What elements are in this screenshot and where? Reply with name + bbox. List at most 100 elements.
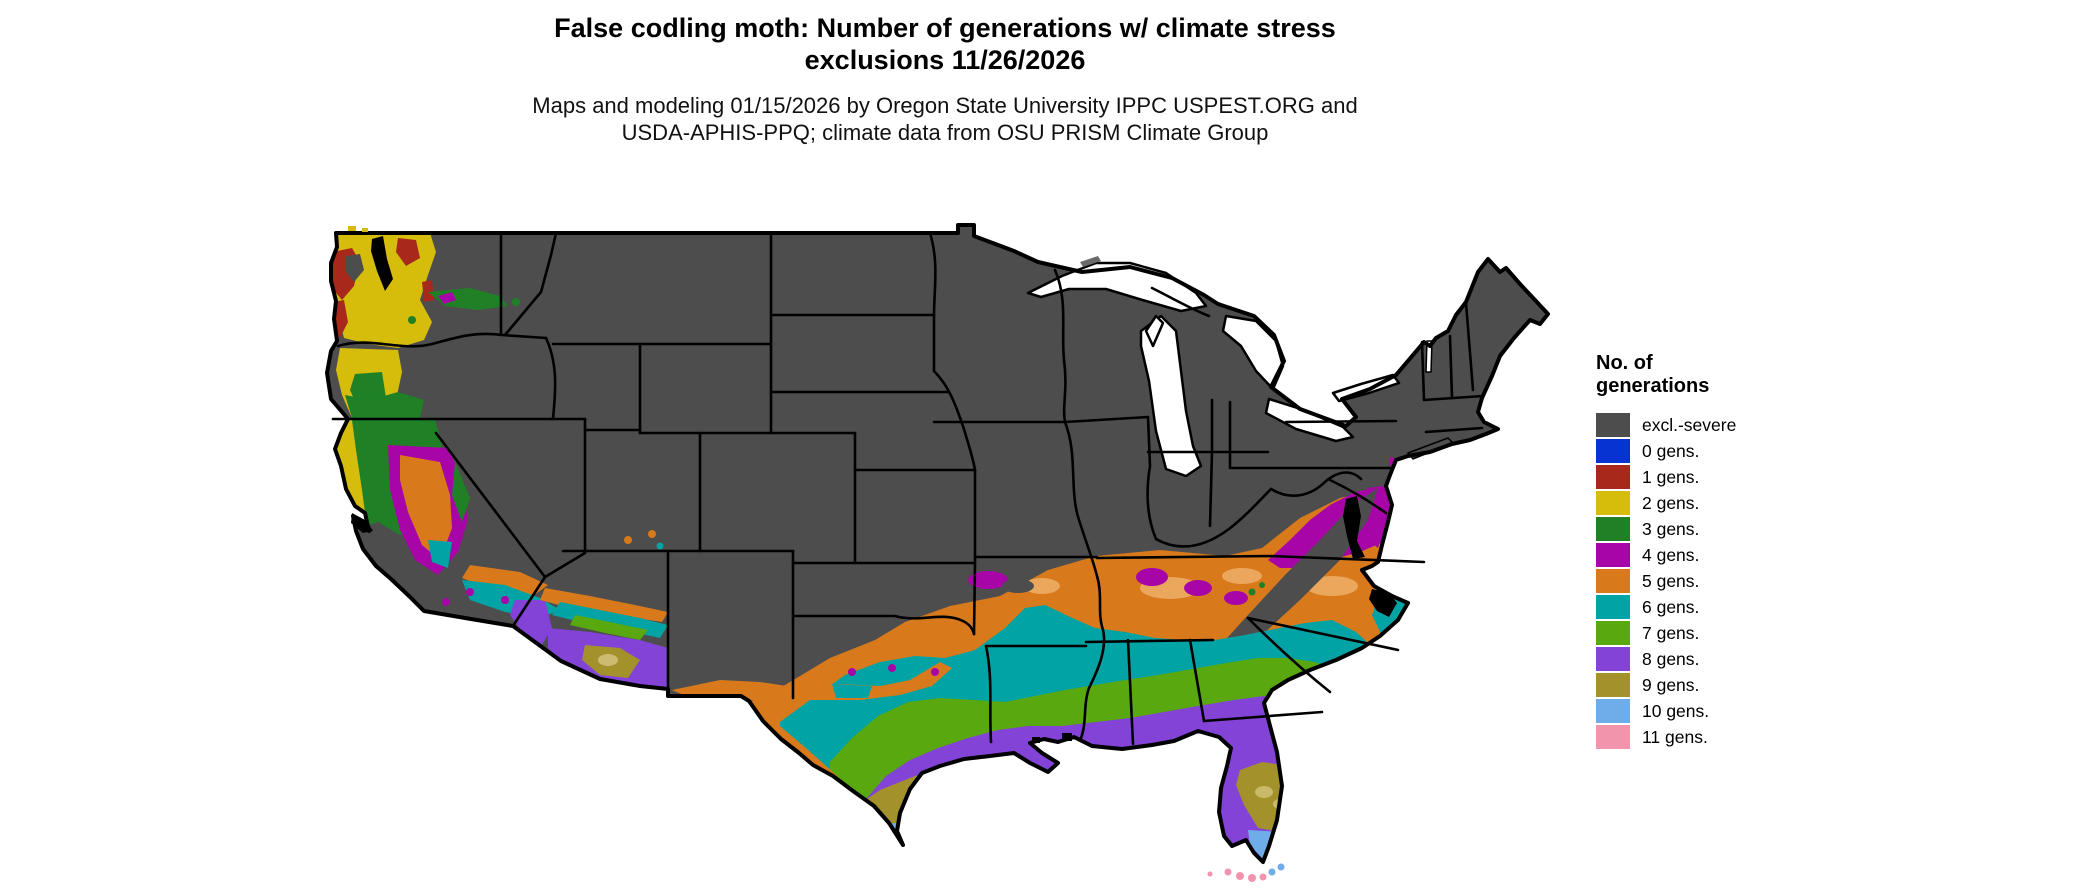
magenta-tn (1184, 580, 1212, 596)
legend-swatch (1596, 595, 1630, 619)
subtitle-line-2: USDA-APHIS-PPQ; climate data from OSU PR… (621, 120, 1269, 145)
legend-item-label: 8 gens. (1642, 649, 1700, 669)
wa-brick (396, 238, 420, 266)
legend-swatch (1596, 647, 1630, 671)
lake-champlain (1425, 340, 1433, 373)
orange-speck (648, 530, 656, 538)
legend-swatch (1596, 439, 1630, 463)
channel-island-dot (385, 609, 391, 615)
isle-royale (1080, 256, 1101, 267)
title-line-2: exclusions 11/26/2026 (804, 45, 1086, 75)
legend-item-label: excl.-severe (1642, 415, 1737, 435)
tan-patch (1255, 786, 1273, 798)
legend-swatch (1596, 699, 1630, 723)
magenta-speck (888, 664, 896, 672)
green-dot (408, 316, 416, 324)
lake-michigan (1139, 314, 1203, 478)
legend-item: 0 gens. (1596, 438, 1856, 464)
legend-title: No. of generations (1596, 352, 1856, 398)
legend-item: 1 gens. (1596, 464, 1856, 490)
socal-orange (462, 565, 548, 598)
pale-orange-patch (1222, 568, 1262, 584)
legend-item: 4 gens. (1596, 542, 1856, 568)
olympic-gray (346, 254, 364, 282)
florida-keys-pink (1207, 871, 1213, 877)
legend-swatch (1596, 413, 1630, 437)
green-bay (1144, 314, 1165, 348)
legend-title-line-1: No. of (1596, 352, 1653, 374)
legend-swatch (1596, 725, 1630, 749)
mobile-bay (1062, 733, 1072, 741)
legend-item: 9 gens. (1596, 672, 1856, 698)
florida-keys-blue (1277, 863, 1285, 871)
florida-keys-pink (1236, 872, 1244, 880)
legend-item-label: 7 gens. (1642, 623, 1700, 643)
magenta-speck (466, 588, 474, 596)
legend-item-label: 6 gens. (1642, 597, 1700, 617)
channel-island-dot (395, 613, 401, 619)
magenta-speck (931, 668, 939, 676)
columbia-magenta (438, 292, 456, 304)
title-line-1: False codling moth: Number of generation… (554, 13, 1336, 43)
magenta-speck (442, 598, 450, 606)
legend-item: 5 gens. (1596, 568, 1856, 594)
az-tan (598, 654, 618, 666)
legend-item: 6 gens. (1596, 594, 1856, 620)
pale-orange-patch (1024, 578, 1060, 594)
magenta-speck (501, 596, 509, 604)
magenta-tn (1224, 591, 1248, 605)
ca-coast-yellow (332, 420, 366, 520)
legend-swatch (1596, 621, 1630, 645)
appalachian-gray (1218, 488, 1378, 655)
florida-keys-pink (1259, 873, 1267, 881)
legend-swatch (1596, 517, 1630, 541)
wa-brick (422, 280, 434, 302)
san-juan-speck (348, 226, 356, 231)
florida-keys-pink (1224, 868, 1232, 876)
san-juan-speck (362, 228, 368, 232)
legend: No. of generations excl.-severe 0 gens. … (1596, 352, 1856, 750)
teal-speck (656, 542, 664, 550)
channel-island-dot (369, 603, 375, 609)
legend-item: excl.-severe (1596, 412, 1856, 438)
legend-item: 10 gens. (1596, 698, 1856, 724)
orange-speck (624, 536, 632, 544)
legend-title-line-2: generations (1596, 375, 1710, 397)
legend-item-label: 10 gens. (1642, 701, 1710, 721)
florida-keys-pink (1248, 874, 1256, 882)
s-valley-teal (428, 540, 452, 568)
magenta-speck (848, 668, 856, 676)
legend-item-label: 1 gens. (1642, 467, 1700, 487)
subtitle-line-1: Maps and modeling 01/15/2026 by Oregon S… (532, 93, 1358, 118)
legend-swatch (1596, 673, 1630, 697)
us-outline-stroke (325, 223, 1550, 864)
title-block: False codling moth: Number of generation… (250, 12, 1640, 146)
puget-sound (371, 236, 393, 291)
legend-item-label: 5 gens. (1642, 571, 1700, 591)
az-lime-diag (570, 615, 648, 640)
legend-swatch (1596, 491, 1630, 515)
florida-keys-blue (1268, 868, 1276, 876)
legend-swatch (1596, 543, 1630, 567)
legend-item: 11 gens. (1596, 724, 1856, 750)
page-subtitle: Maps and modeling 01/15/2026 by Oregon S… (250, 92, 1640, 146)
page-title: False codling moth: Number of generation… (250, 12, 1640, 76)
az-orange-diag (540, 588, 668, 622)
legend-item: 2 gens. (1596, 490, 1856, 516)
legend-item-label: 3 gens. (1642, 519, 1700, 539)
legend-item-label: 9 gens. (1642, 675, 1700, 695)
state-borders (331, 231, 1485, 746)
legend-item-label: 2 gens. (1642, 493, 1700, 513)
green-dot (512, 298, 520, 306)
nm-teal-blob (832, 684, 872, 698)
legend-swatch (1596, 465, 1630, 489)
legend-item: 8 gens. (1596, 646, 1856, 672)
legend-item-label: 11 gens. (1642, 727, 1708, 747)
legend-item-label: 0 gens. (1642, 441, 1700, 461)
or-green (345, 392, 424, 418)
chesapeake-bay (1343, 496, 1365, 559)
legend-swatch (1596, 569, 1630, 593)
legend-item: 7 gens. (1596, 620, 1856, 646)
nm-border-orange (672, 662, 952, 702)
offshore-specks (348, 226, 1285, 882)
